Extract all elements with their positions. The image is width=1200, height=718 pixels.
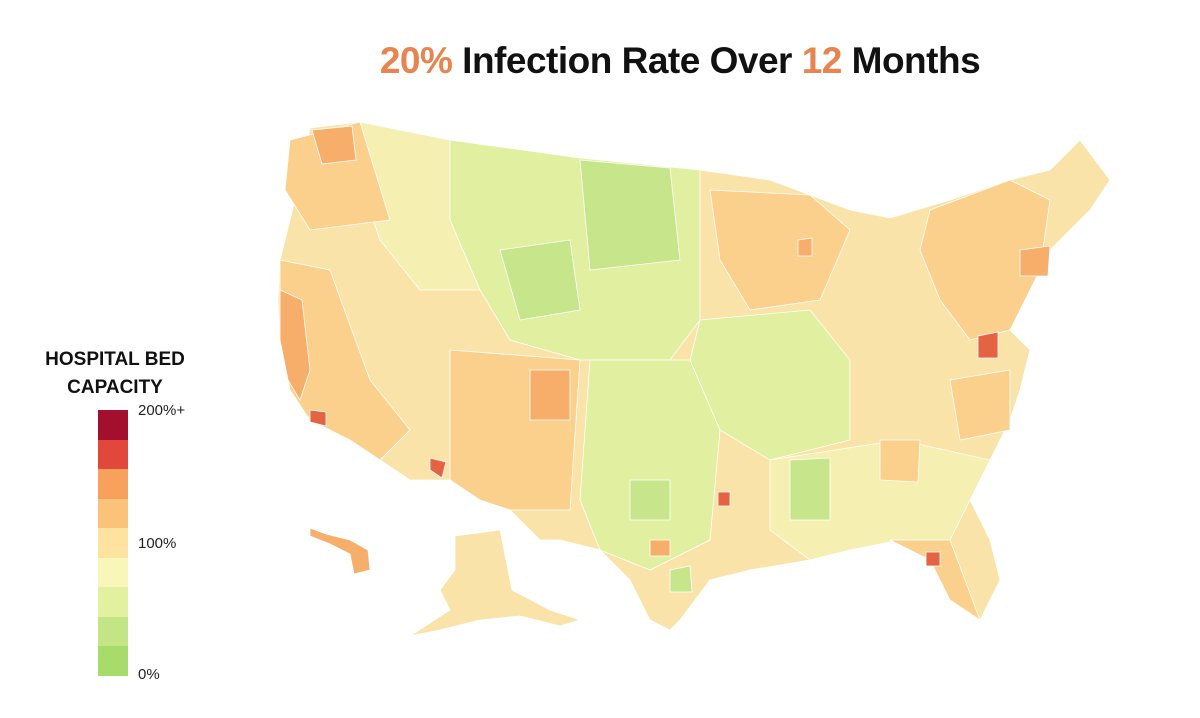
us-hospital-capacity-map <box>277 121 1111 637</box>
region-alaska <box>409 529 582 637</box>
legend-title-line2: CAPACITY <box>67 377 163 398</box>
region-california-coast <box>279 289 311 401</box>
legend-swatch-4 <box>98 528 128 558</box>
legend-swatch-3 <box>98 498 128 529</box>
legend-swatch-1 <box>98 439 128 470</box>
region-dakotas-green <box>579 159 681 271</box>
region-pacific-northwest <box>284 121 391 231</box>
legend-swatch-6 <box>98 587 128 617</box>
region-northeast <box>919 179 1051 341</box>
title-post: Months <box>841 40 981 81</box>
legend-swatch-8 <box>98 646 128 676</box>
region-phoenix <box>429 457 447 479</box>
region-chicago <box>797 237 813 257</box>
legend-tick-min: 0% <box>138 666 160 683</box>
legend-swatch-0 <box>98 410 128 440</box>
region-houston-green <box>669 565 693 593</box>
region-great-lakes <box>709 189 851 311</box>
legend-swatch-5 <box>98 557 128 588</box>
region-denver <box>529 369 571 421</box>
region-texas-green <box>579 359 721 571</box>
legend-swatch-2 <box>98 469 128 499</box>
region-mississippi-green <box>789 457 831 521</box>
region-nyc <box>1019 245 1051 277</box>
legend-tick-mid: 100% <box>138 535 177 552</box>
title-rate: 20% <box>379 40 453 81</box>
chart-title: 20% Infection Rate Over 12 Months <box>0 40 1200 82</box>
region-tampa <box>925 551 941 567</box>
legend-title: HOSPITAL BED CAPACITY <box>30 346 200 402</box>
region-atlanta <box>879 439 921 483</box>
title-months: 12 <box>801 40 843 81</box>
legend-tick-max: 200%+ <box>138 402 186 419</box>
region-wyoming-green <box>499 239 581 321</box>
legend-color-scale <box>98 410 128 676</box>
title-mid: Infection Rate Over <box>452 40 802 81</box>
legend-title-line1: HOSPITAL BED <box>45 349 185 370</box>
region-san-antonio <box>649 539 671 557</box>
region-hawaii <box>309 527 371 575</box>
region-dc-baltimore <box>977 331 999 359</box>
legend-swatch-7 <box>98 616 128 647</box>
region-midwest-green <box>689 309 851 461</box>
region-florida <box>889 539 981 622</box>
region-los-angeles <box>309 409 327 427</box>
region-seattle <box>311 125 357 165</box>
region-texas-central <box>629 479 671 521</box>
region-carolinas <box>949 369 1011 441</box>
region-dallas <box>717 491 731 507</box>
